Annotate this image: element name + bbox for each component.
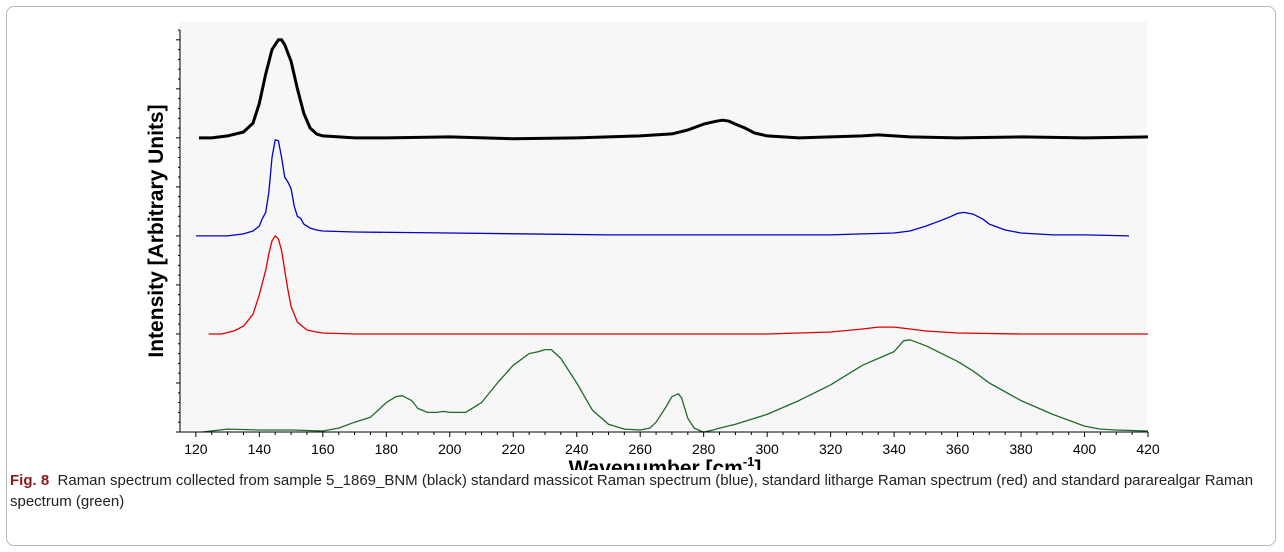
x-tick-label: 360 [946,441,970,457]
series-line-2 [195,139,1130,237]
x-tick-label: 260 [629,441,653,457]
x-axis-title-text: Wavenumber [cm [569,457,743,470]
x-tick-label: 180 [375,441,399,457]
x-axis-ticks: 120 140 160 180 200 220 240 260 280 300 320 340 360 3… [184,432,1160,457]
x-tick-label: 340 [882,441,906,457]
x-tick-label: 120 [184,441,208,457]
x-axis-title-bracket: ] [754,457,761,470]
x-tick-label: 140 [248,441,272,457]
x-tick-label: 380 [1009,441,1033,457]
x-tick-label: 160 [311,441,335,457]
series-layer [195,38,1149,433]
y-axis-minor-ticks [176,29,180,433]
x-axis-title: Wavenumber [cm-1] [569,454,762,470]
x-tick-label: 240 [565,441,589,457]
figure-caption: Fig. 8 Raman spectrum collected from sam… [10,470,1272,512]
y-axis-title: Intensity [Arbitrary Units] [145,104,168,357]
series-line-4 [202,339,1149,433]
series-line-1 [199,38,1149,141]
x-tick-label: 220 [502,441,526,457]
series-line-3 [208,235,1148,335]
x-tick-label: 320 [819,441,843,457]
x-tick-label: 200 [438,441,462,457]
x-tick-label: 400 [1073,441,1097,457]
x-tick-label: 280 [692,441,716,457]
figure-label: Fig. 8 [10,472,50,489]
x-tick-label: 300 [755,441,779,457]
caption-text: Raman spectrum collected from sample 5_1… [10,472,1254,510]
plot-area [179,22,1147,430]
x-axis-title-superscript: -1 [743,454,755,469]
x-tick-label: 420 [1136,441,1160,457]
raman-spectrum-chart: 120 140 160 180 200 220 240 260 280 300 320 340 360 3… [145,22,1160,470]
